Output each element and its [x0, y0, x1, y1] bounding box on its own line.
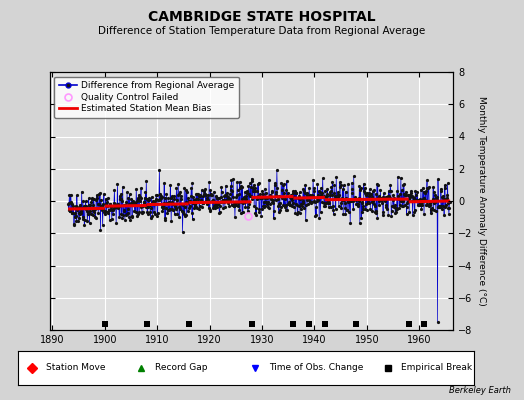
Text: Station Move: Station Move [46, 363, 105, 372]
Y-axis label: Monthly Temperature Anomaly Difference (°C): Monthly Temperature Anomaly Difference (… [477, 96, 486, 306]
Text: Empirical Break: Empirical Break [401, 363, 473, 372]
Text: CAMBRIDGE STATE HOSPITAL: CAMBRIDGE STATE HOSPITAL [148, 10, 376, 24]
Text: Berkeley Earth: Berkeley Earth [449, 386, 511, 395]
Text: Record Gap: Record Gap [155, 363, 208, 372]
Text: Difference of Station Temperature Data from Regional Average: Difference of Station Temperature Data f… [99, 26, 425, 36]
Text: Time of Obs. Change: Time of Obs. Change [269, 363, 364, 372]
Legend: Difference from Regional Average, Quality Control Failed, Estimated Station Mean: Difference from Regional Average, Qualit… [54, 76, 239, 118]
